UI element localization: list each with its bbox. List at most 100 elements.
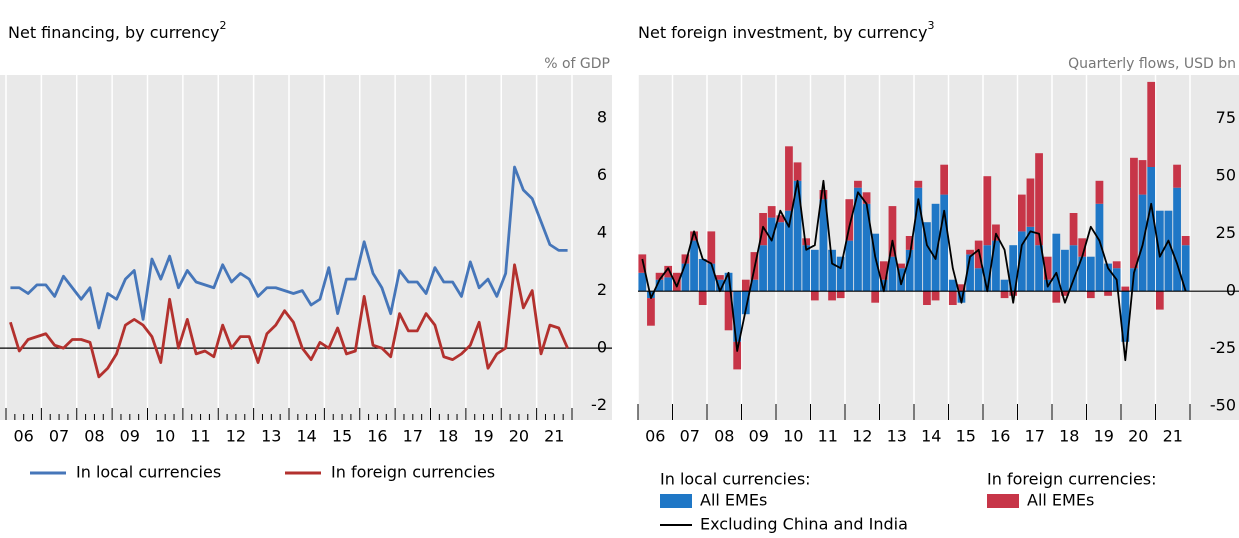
x-tick-label: 13 bbox=[261, 427, 281, 446]
bar bbox=[914, 187, 923, 292]
bar bbox=[1138, 160, 1147, 195]
x-tick-label: 18 bbox=[1059, 427, 1079, 446]
bar bbox=[698, 291, 707, 305]
legend-label: Excluding China and India bbox=[700, 515, 908, 534]
bar bbox=[1052, 291, 1061, 303]
y-tick-label: 0 bbox=[597, 338, 607, 357]
bar bbox=[983, 245, 992, 292]
bar bbox=[948, 279, 957, 292]
y-tick-label: 6 bbox=[597, 165, 607, 184]
bar bbox=[983, 176, 992, 246]
bar bbox=[655, 279, 664, 292]
x-tick-label: 11 bbox=[818, 427, 838, 446]
x-tick-label: 15 bbox=[956, 427, 976, 446]
bar bbox=[664, 265, 673, 278]
x-tick-label: 19 bbox=[1094, 427, 1114, 446]
x-tick-label: 08 bbox=[84, 427, 104, 446]
bar bbox=[785, 146, 793, 211]
bar bbox=[923, 222, 931, 292]
legend-label: In local currencies bbox=[76, 463, 221, 482]
x-tick-label: 14 bbox=[297, 427, 317, 446]
bar bbox=[1078, 256, 1087, 292]
bar bbox=[879, 279, 888, 292]
bar bbox=[664, 277, 673, 292]
series-line bbox=[9, 263, 569, 379]
series-line bbox=[10, 165, 568, 330]
chart-title: Net foreign investment, by currency3 bbox=[638, 19, 934, 42]
bar bbox=[1069, 245, 1078, 292]
bar bbox=[1147, 81, 1156, 167]
bar bbox=[1095, 203, 1104, 292]
bar bbox=[1000, 279, 1009, 292]
bar bbox=[1035, 245, 1043, 292]
y-tick-label: 4 bbox=[597, 223, 607, 242]
bar bbox=[810, 291, 819, 301]
x-tick-label: 18 bbox=[438, 427, 458, 446]
bar bbox=[741, 291, 750, 315]
bar bbox=[1155, 210, 1164, 292]
bar bbox=[845, 240, 854, 292]
bar bbox=[776, 215, 785, 223]
bar bbox=[724, 291, 733, 331]
x-tick-label: 09 bbox=[120, 427, 140, 446]
title-note: 2 bbox=[219, 19, 226, 32]
bar bbox=[741, 279, 750, 292]
bar bbox=[931, 203, 940, 292]
bar bbox=[672, 272, 681, 292]
bar bbox=[1155, 291, 1164, 310]
bar bbox=[862, 192, 871, 204]
bar bbox=[793, 180, 802, 292]
x-tick-label: 12 bbox=[226, 427, 246, 446]
x-tick-label: 19 bbox=[473, 427, 493, 446]
bar bbox=[1112, 261, 1121, 269]
bar bbox=[992, 224, 1000, 241]
bar bbox=[1147, 167, 1156, 292]
bar bbox=[1052, 233, 1061, 292]
chart-title: Net financing, by currency2 bbox=[8, 19, 226, 42]
title-note: 3 bbox=[927, 19, 934, 32]
bar bbox=[1181, 236, 1190, 246]
bar bbox=[802, 245, 811, 292]
y-tick-label: 75 bbox=[1216, 108, 1236, 127]
legend-label: All EMEs bbox=[1027, 491, 1094, 510]
bar bbox=[836, 256, 845, 292]
bar bbox=[974, 240, 983, 269]
legend-swatch bbox=[987, 494, 1019, 508]
bar bbox=[1017, 231, 1026, 292]
x-tick-label: 17 bbox=[1025, 427, 1045, 446]
bar bbox=[966, 249, 974, 255]
x-tick-label: 08 bbox=[714, 427, 734, 446]
x-tick-label: 07 bbox=[680, 427, 700, 446]
bar bbox=[1026, 178, 1035, 227]
bar bbox=[923, 291, 931, 305]
bar bbox=[707, 263, 716, 292]
bar bbox=[776, 222, 785, 292]
bar bbox=[1164, 210, 1173, 292]
bar bbox=[802, 238, 811, 246]
bar bbox=[1104, 291, 1112, 296]
bar bbox=[767, 206, 776, 218]
bar bbox=[1104, 263, 1112, 292]
bar bbox=[733, 341, 742, 370]
x-tick-label: 15 bbox=[332, 427, 352, 446]
bar bbox=[931, 291, 940, 301]
bar bbox=[767, 217, 776, 292]
bar bbox=[733, 291, 742, 342]
bar bbox=[1061, 249, 1069, 292]
bar bbox=[948, 291, 957, 305]
y-tick-label: 25 bbox=[1216, 223, 1236, 242]
bar bbox=[1121, 286, 1130, 292]
x-tick-label: 20 bbox=[509, 427, 529, 446]
bar bbox=[1173, 187, 1181, 292]
bar bbox=[1086, 256, 1095, 292]
bar bbox=[785, 210, 793, 292]
y-tick-label: 50 bbox=[1216, 166, 1236, 185]
bar bbox=[905, 249, 914, 292]
x-tick-label: 11 bbox=[190, 427, 210, 446]
x-tick-label: 10 bbox=[155, 427, 175, 446]
bar bbox=[647, 298, 655, 326]
y-tick-label: -2 bbox=[591, 395, 607, 414]
bar bbox=[1121, 291, 1130, 342]
bar bbox=[854, 180, 862, 188]
